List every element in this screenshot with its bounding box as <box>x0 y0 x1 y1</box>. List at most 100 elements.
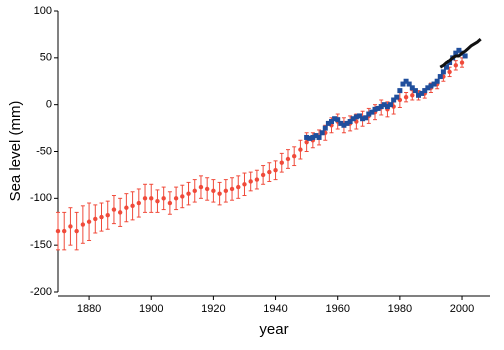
x-tick-label: 1900 <box>139 303 163 315</box>
point <box>111 207 117 212</box>
point <box>338 120 344 126</box>
y-tick-label: -100 <box>30 192 52 204</box>
point <box>425 85 431 91</box>
point <box>260 172 266 178</box>
point <box>130 203 135 209</box>
point <box>292 153 297 159</box>
point <box>304 139 309 145</box>
point <box>93 216 98 222</box>
point <box>254 177 260 182</box>
point <box>388 102 394 108</box>
point <box>74 228 79 234</box>
y-tick-label: 0 <box>46 99 52 111</box>
y-tick-label: -150 <box>30 239 52 251</box>
point <box>410 93 415 98</box>
point <box>186 191 191 196</box>
point <box>462 53 468 59</box>
point <box>453 63 459 68</box>
point <box>180 194 185 199</box>
point <box>391 97 397 103</box>
point <box>105 212 110 218</box>
x-tick-label: 1960 <box>325 303 349 315</box>
point <box>416 92 422 98</box>
point <box>192 188 197 194</box>
x-tick-label: 1880 <box>77 303 101 315</box>
point <box>335 117 341 123</box>
point <box>248 179 253 184</box>
point <box>447 69 452 75</box>
point <box>313 133 319 139</box>
point <box>437 74 443 80</box>
point <box>350 116 356 122</box>
point <box>453 50 459 56</box>
point <box>406 81 412 87</box>
point <box>412 88 418 94</box>
point <box>285 156 291 162</box>
y-tick-label: -50 <box>36 145 52 157</box>
point <box>341 122 347 128</box>
point <box>381 102 387 108</box>
point <box>204 186 210 192</box>
point <box>124 205 129 210</box>
point <box>456 47 462 53</box>
point <box>68 224 73 229</box>
y-axis-label: Sea level (mm) <box>7 101 24 202</box>
point <box>322 125 328 131</box>
point <box>298 147 303 152</box>
point <box>428 83 434 89</box>
point <box>319 130 325 136</box>
point <box>236 184 241 190</box>
point <box>99 214 104 220</box>
point <box>136 200 142 206</box>
point <box>325 120 331 126</box>
point <box>443 64 449 70</box>
point <box>397 88 403 94</box>
point <box>403 78 409 84</box>
point <box>316 134 322 140</box>
x-tick-label: 1980 <box>388 303 412 315</box>
point <box>434 78 440 84</box>
point <box>223 188 229 194</box>
point <box>142 196 148 201</box>
x-tick-label: 1940 <box>263 303 287 315</box>
x-axis-label: year <box>259 321 288 338</box>
point <box>344 120 350 126</box>
point <box>440 69 446 75</box>
point <box>369 109 375 115</box>
y-tick-label: 50 <box>40 52 52 64</box>
point <box>363 115 369 121</box>
point <box>155 198 160 204</box>
point <box>366 111 372 117</box>
point <box>307 135 313 141</box>
point <box>419 90 425 96</box>
point <box>86 219 92 224</box>
point <box>217 191 222 196</box>
point <box>273 168 278 173</box>
point <box>447 60 453 66</box>
point <box>80 222 86 227</box>
point <box>409 85 415 91</box>
point <box>353 114 359 120</box>
point <box>167 200 173 206</box>
point <box>328 119 334 125</box>
point <box>360 116 366 122</box>
point <box>422 88 428 94</box>
point <box>229 186 235 192</box>
point <box>62 228 67 234</box>
point <box>375 105 381 111</box>
y-tick-label: -200 <box>30 286 52 298</box>
point <box>279 160 284 165</box>
point <box>173 196 179 201</box>
y-tick-label: 100 <box>34 5 52 17</box>
point <box>267 169 272 175</box>
point <box>394 94 400 100</box>
point <box>149 196 154 201</box>
point <box>117 210 123 215</box>
point <box>332 116 338 122</box>
point <box>310 134 316 140</box>
point <box>431 81 437 87</box>
point <box>403 94 409 100</box>
point <box>198 184 204 190</box>
point <box>161 196 166 201</box>
